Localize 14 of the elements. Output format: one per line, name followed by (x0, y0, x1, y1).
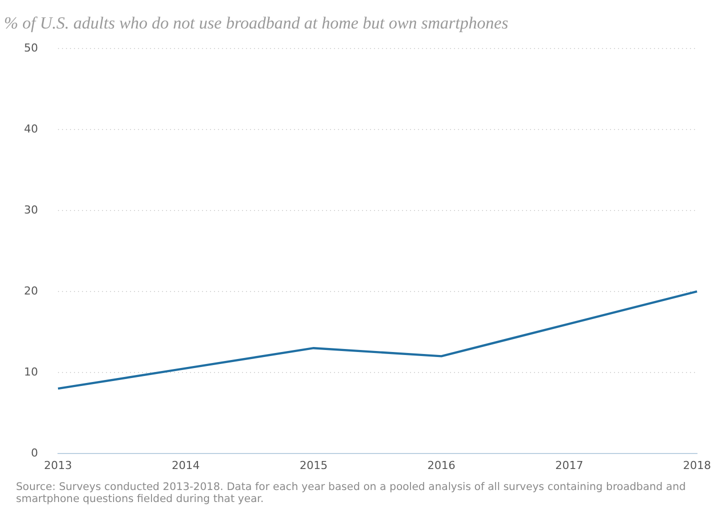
y-tick-label: 50 (24, 41, 38, 54)
chart-title: % of U.S. adults who do not use broadband at home but own smartphones (4, 14, 509, 33)
y-tick-label: 0 (30, 446, 38, 460)
y-tick-label: 40 (24, 122, 38, 136)
x-tick-label: 2013 (44, 458, 72, 472)
y-tick-label: 30 (24, 203, 38, 216)
x-tick-label: 2015 (300, 458, 328, 472)
x-tick-label: 2014 (172, 458, 200, 472)
y-tick-label: 10 (24, 365, 38, 378)
x-tick-label: 2017 (555, 458, 584, 472)
y-tick-label: 20 (24, 284, 38, 298)
x-tick-label: 2016 (427, 458, 456, 472)
x-tick-label: 2018 (683, 458, 712, 472)
source-note: Source: Surveys conducted 2013-2018. Data for each year based on a pooled analysis of all surveys containing broadband and smartphone questions fielded during that year. (15, 480, 687, 505)
